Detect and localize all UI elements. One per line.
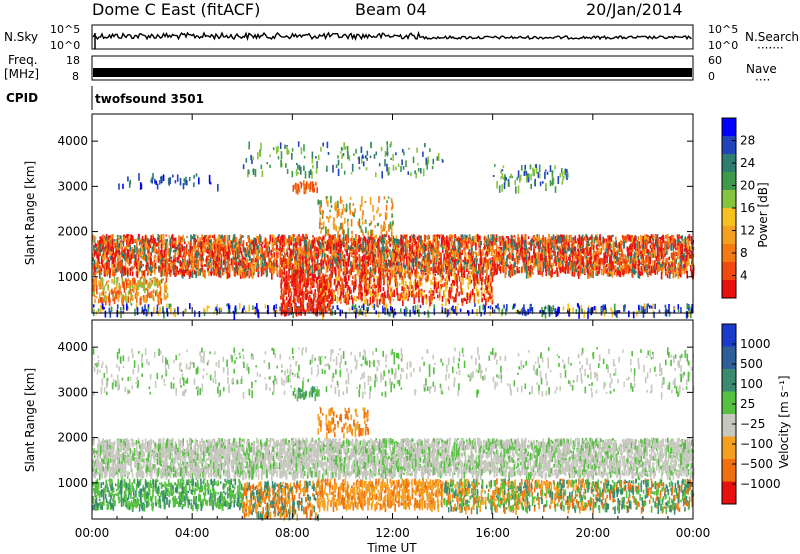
x-tick-label: 20:00	[576, 526, 611, 540]
colorbar-tick-label: 100	[740, 377, 763, 391]
colorbar-swatch	[722, 324, 736, 347]
colorbar-tick-label: 8	[740, 246, 748, 260]
colorbar-swatch	[722, 172, 736, 191]
nave-dots: ····	[755, 73, 770, 87]
y-tick-label: 2000	[57, 431, 88, 445]
nsky-tick-top: 10^5	[50, 23, 80, 36]
colorbar-swatch	[722, 369, 736, 392]
colorbar-swatch	[722, 118, 736, 137]
colorbar-tick-label: −100	[740, 437, 773, 451]
x-tick-label: 04:00	[175, 526, 210, 540]
colorbar-swatch	[722, 414, 736, 437]
colorbar-tick-label: 12	[740, 224, 755, 238]
noise-trace	[92, 30, 692, 49]
freq-trace	[93, 68, 692, 77]
colorbar-tick-label: 20	[740, 179, 755, 193]
beam-label: Beam 04	[355, 0, 427, 19]
colorbar-swatch	[722, 136, 736, 155]
nsearch-dots: ·······	[757, 41, 784, 55]
nsearch-tick-top: 10^5	[708, 23, 738, 36]
colorbar-swatch	[722, 262, 736, 281]
colorbar-swatch	[722, 154, 736, 173]
y-tick-label: 1000	[57, 270, 88, 284]
colorbar-swatch	[722, 280, 736, 299]
cpid-value: twofsound 3501	[95, 92, 204, 106]
date-label: 20/Jan/2014	[586, 0, 683, 19]
colorbar-swatch	[722, 391, 736, 415]
nsky-trace	[92, 30, 692, 42]
colorbar-swatch	[722, 459, 736, 482]
colorbar-tick-label: 16	[740, 201, 755, 215]
x-tick-label: 00:00	[75, 526, 110, 540]
power-colorbar-label: Power [dB]	[756, 182, 770, 247]
x-axis-label: Time UT	[366, 541, 417, 554]
colorbar-tick-label: 24	[740, 156, 755, 170]
freq-tick-bottom: 8	[72, 70, 79, 83]
velocity-y-axis-label: Slant Range [km]	[23, 368, 37, 472]
y-tick-label: 1000	[57, 476, 88, 490]
nsearch-tick-bottom: 10^0	[708, 39, 738, 52]
colorbar-tick-label: 500	[740, 357, 763, 371]
x-tick-label: 12:00	[375, 526, 410, 540]
y-tick-label: 2000	[57, 225, 88, 239]
y-tick-label: 3000	[57, 179, 88, 193]
nsearch-label: N.Search	[745, 30, 799, 44]
colorbar-swatch	[722, 190, 736, 209]
plot-title: Dome C East (fitACF)	[92, 0, 260, 19]
colorbar-swatch	[722, 436, 736, 460]
power-heatmap	[92, 141, 695, 320]
colorbar-swatch	[722, 481, 736, 505]
colorbar-tick-label: −25	[740, 417, 765, 431]
power-colorbar: 4 8 12 16 20 24 28	[721, 117, 755, 299]
colorbar-swatch	[722, 208, 736, 227]
colorbar-tick-label: 28	[740, 134, 755, 148]
cpid-label: CPID	[6, 91, 38, 105]
colorbar-tick-label: 4	[740, 269, 748, 283]
x-tick-label: 00:00	[676, 526, 711, 540]
colorbar-swatch	[722, 226, 736, 245]
nsky-tick-bottom: 10^0	[50, 39, 80, 52]
y-tick-label: 3000	[57, 385, 88, 399]
colorbar-tick-label: 1000	[740, 337, 771, 351]
power-y-axis-label: Slant Range [km]	[23, 161, 37, 265]
colorbar-tick-label: 25	[740, 397, 755, 411]
colorbar-swatch	[722, 244, 736, 263]
colorbar-tick-label: −1000	[740, 477, 781, 491]
colorbar-tick-label: −500	[740, 457, 773, 471]
nave-tick-top: 60	[708, 54, 722, 67]
velocity-colorbar: 1000 500 100 25 −25 −100 −500 −1000	[721, 323, 781, 505]
nave-tick-bottom: 0	[708, 70, 715, 83]
nave-label: Nave	[746, 62, 777, 76]
x-tick-label: 08:00	[275, 526, 310, 540]
nsky-label: N.Sky	[4, 30, 38, 44]
freq-tick-top: 18	[66, 54, 80, 67]
velocity-colorbar-label: Velocity [m s⁻¹]	[777, 375, 791, 468]
y-tick-label: 4000	[57, 134, 88, 148]
y-tick-label: 4000	[57, 340, 88, 354]
freq-unit: [MHz]	[4, 67, 39, 81]
x-tick-label: 16:00	[475, 526, 510, 540]
colorbar-swatch	[722, 346, 736, 370]
freq-label: Freq.	[8, 53, 38, 67]
velocity-heatmap	[92, 347, 695, 522]
